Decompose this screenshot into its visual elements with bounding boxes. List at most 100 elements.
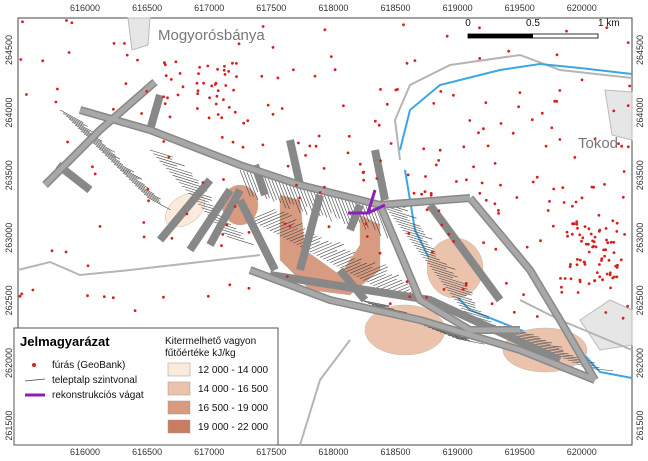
borehole xyxy=(31,288,35,292)
borehole xyxy=(587,250,591,254)
borehole xyxy=(112,107,115,111)
x-coordinate: 618000 xyxy=(318,447,348,457)
borehole xyxy=(271,112,275,116)
borehole xyxy=(598,275,602,279)
contour xyxy=(329,251,355,263)
borehole xyxy=(196,107,199,110)
borehole xyxy=(388,302,392,306)
borehole xyxy=(611,276,615,280)
contour xyxy=(411,241,434,250)
contour xyxy=(104,154,124,166)
borehole xyxy=(425,295,428,299)
borehole xyxy=(280,107,284,110)
contour xyxy=(388,211,408,218)
borehole xyxy=(215,94,219,98)
borehole xyxy=(573,156,577,159)
borehole xyxy=(412,191,416,195)
borehole xyxy=(494,247,498,251)
borehole xyxy=(607,258,611,262)
borehole xyxy=(616,263,619,267)
borehole xyxy=(582,260,586,264)
contour xyxy=(393,217,421,227)
scale-label: 1 km xyxy=(598,18,620,29)
contour xyxy=(113,163,143,180)
borehole xyxy=(232,88,236,92)
borehole xyxy=(214,81,218,85)
borehole xyxy=(197,72,200,75)
contour xyxy=(326,250,351,262)
contour xyxy=(420,253,440,261)
borehole xyxy=(531,180,535,184)
borehole xyxy=(575,220,579,224)
contour xyxy=(194,200,214,207)
borehole xyxy=(622,170,626,173)
borehole xyxy=(164,74,168,78)
x-coordinate: 617500 xyxy=(256,3,286,13)
borehole xyxy=(216,89,220,92)
x-coordinate: 618000 xyxy=(318,3,348,13)
contour xyxy=(146,196,171,211)
contour xyxy=(418,250,436,257)
borehole xyxy=(201,181,205,184)
borehole xyxy=(615,221,619,225)
borehole xyxy=(477,131,480,135)
borehole xyxy=(440,223,444,227)
contour xyxy=(71,121,90,132)
borehole xyxy=(91,165,94,169)
borehole xyxy=(283,222,287,226)
contour xyxy=(159,160,178,167)
borehole xyxy=(580,196,584,200)
borehole xyxy=(247,231,251,234)
borehole xyxy=(124,82,128,85)
borehole xyxy=(362,178,366,182)
borehole xyxy=(568,265,572,268)
borehole xyxy=(486,144,490,148)
borehole xyxy=(147,199,151,203)
contour xyxy=(92,142,116,156)
borehole xyxy=(626,41,630,44)
borehole xyxy=(402,23,405,27)
borehole xyxy=(565,29,568,33)
borehole xyxy=(242,121,246,125)
contour xyxy=(278,180,290,210)
place-label: Mogyorósbánya xyxy=(158,27,265,44)
contour xyxy=(406,235,428,243)
borehole xyxy=(196,89,200,93)
borehole xyxy=(162,140,166,143)
borehole xyxy=(261,143,265,147)
borehole xyxy=(461,288,465,291)
contour xyxy=(137,187,160,200)
borehole xyxy=(597,229,601,233)
borehole xyxy=(598,263,601,266)
contour xyxy=(366,274,386,283)
borehole xyxy=(517,105,520,109)
borehole xyxy=(322,167,326,170)
borehole xyxy=(535,315,539,318)
borehole xyxy=(223,73,227,76)
borehole xyxy=(628,84,632,88)
borehole xyxy=(222,98,225,101)
x-coordinate: 620000 xyxy=(567,447,597,457)
borehole xyxy=(593,235,597,239)
contour xyxy=(367,302,386,308)
contour xyxy=(349,262,376,274)
contour xyxy=(327,194,337,219)
borehole xyxy=(462,145,466,149)
borehole xyxy=(66,140,69,144)
contour xyxy=(343,262,361,271)
borehole xyxy=(608,271,612,275)
borehole xyxy=(575,222,579,226)
borehole xyxy=(181,85,185,89)
contour xyxy=(299,186,308,208)
contour xyxy=(122,172,145,186)
borehole xyxy=(266,103,270,107)
borehole xyxy=(565,230,569,234)
x-coordinate: 616000 xyxy=(70,447,100,457)
x-coordinate: 619500 xyxy=(505,3,535,13)
contour xyxy=(269,219,297,231)
contour xyxy=(386,208,417,219)
borehole xyxy=(539,239,542,243)
borehole xyxy=(484,198,488,202)
x-coordinate: 617000 xyxy=(194,3,224,13)
contour xyxy=(445,286,472,296)
